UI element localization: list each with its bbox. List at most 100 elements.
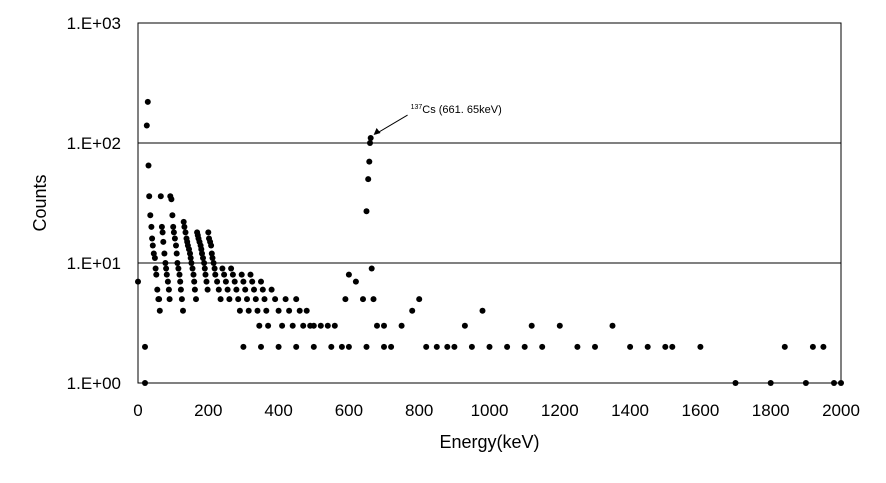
- data-point: [272, 296, 279, 303]
- data-point: [352, 278, 359, 285]
- data-point: [156, 296, 163, 303]
- data-point: [468, 343, 475, 350]
- plot-area: [137, 22, 842, 384]
- data-point: [152, 265, 159, 272]
- data-point: [409, 307, 416, 314]
- x-tick-label: 800: [405, 401, 433, 420]
- data-point: [163, 271, 170, 278]
- data-point: [254, 307, 261, 314]
- data-point: [338, 343, 345, 350]
- data-point: [162, 260, 169, 266]
- data-point: [247, 271, 254, 278]
- y-axis-title: Counts: [30, 174, 50, 231]
- data-point: [251, 286, 257, 293]
- data-point: [381, 322, 387, 329]
- data-point: [423, 343, 430, 350]
- data-point: [370, 296, 377, 303]
- x-tick-label: 1800: [752, 401, 790, 420]
- data-point: [767, 380, 774, 386]
- data-point: [809, 343, 816, 350]
- data-point: [161, 250, 168, 257]
- data-point: [381, 343, 387, 350]
- data-point: [191, 286, 198, 293]
- data-point: [486, 343, 493, 350]
- data-point: [175, 265, 182, 272]
- data-point: [135, 278, 141, 285]
- data-point: [293, 296, 300, 303]
- data-point: [144, 98, 151, 105]
- data-point: [154, 286, 161, 293]
- data-point: [202, 271, 209, 278]
- data-point: [214, 278, 221, 285]
- data-point: [181, 223, 188, 230]
- x-tick-label: 1600: [681, 401, 719, 420]
- data-point: [153, 271, 160, 278]
- annotation-text: Cs (661. 65keV): [422, 104, 501, 116]
- data-point: [142, 380, 148, 386]
- x-tick-label: 1000: [471, 401, 509, 420]
- data-point: [293, 343, 300, 350]
- data-point: [303, 307, 310, 314]
- data-point: [180, 307, 186, 314]
- data-point: [147, 212, 154, 219]
- data-point: [521, 343, 528, 350]
- data-point: [240, 278, 247, 285]
- y-tick-label: 1.E+03: [67, 14, 121, 33]
- data-point: [556, 322, 563, 329]
- data-point: [367, 135, 374, 141]
- data-point: [143, 122, 150, 129]
- data-point: [201, 265, 208, 272]
- data-point: [158, 223, 165, 230]
- data-point: [363, 208, 370, 215]
- data-point: [177, 278, 184, 285]
- y-tick-label: 1.E+00: [67, 374, 121, 393]
- data-point: [627, 343, 634, 350]
- data-point: [208, 250, 215, 257]
- data-point: [245, 307, 252, 314]
- data-point: [151, 255, 158, 261]
- data-point: [235, 296, 242, 303]
- data-point: [229, 271, 236, 278]
- data-point: [669, 343, 676, 350]
- data-point: [193, 296, 199, 303]
- data-point: [233, 286, 240, 293]
- data-point: [331, 322, 338, 329]
- data-point: [224, 286, 231, 293]
- data-point: [366, 158, 373, 165]
- data-point: [528, 322, 535, 329]
- data-point: [211, 265, 218, 272]
- data-point: [259, 286, 266, 293]
- data-point: [180, 218, 187, 225]
- data-point: [592, 343, 598, 350]
- data-point: [328, 343, 335, 350]
- data-point: [173, 250, 180, 257]
- data-point: [461, 322, 468, 329]
- annotation-label: 137Cs (661. 65keV): [411, 104, 502, 116]
- y-tick-label: 1.E+02: [67, 134, 121, 153]
- data-point: [244, 296, 250, 303]
- x-tick-label: 200: [194, 401, 222, 420]
- data-point: [504, 343, 511, 350]
- data-point: [178, 296, 185, 303]
- data-point: [374, 322, 380, 329]
- data-point: [342, 296, 349, 303]
- data-point: [258, 343, 264, 350]
- data-point: [226, 296, 233, 303]
- data-point: [368, 265, 375, 272]
- data-point: [231, 278, 238, 285]
- data-point: [275, 343, 282, 350]
- data-point: [150, 250, 157, 257]
- data-point: [221, 271, 228, 278]
- data-point: [236, 307, 243, 314]
- data-point: [317, 322, 324, 329]
- data-point: [160, 238, 167, 245]
- x-tick-label: 2000: [822, 401, 860, 420]
- data-point: [169, 212, 176, 219]
- data-point: [238, 271, 245, 278]
- data-point: [367, 140, 373, 146]
- data-point: [252, 296, 259, 303]
- data-point: [145, 162, 152, 169]
- x-tick-label: 400: [264, 401, 292, 420]
